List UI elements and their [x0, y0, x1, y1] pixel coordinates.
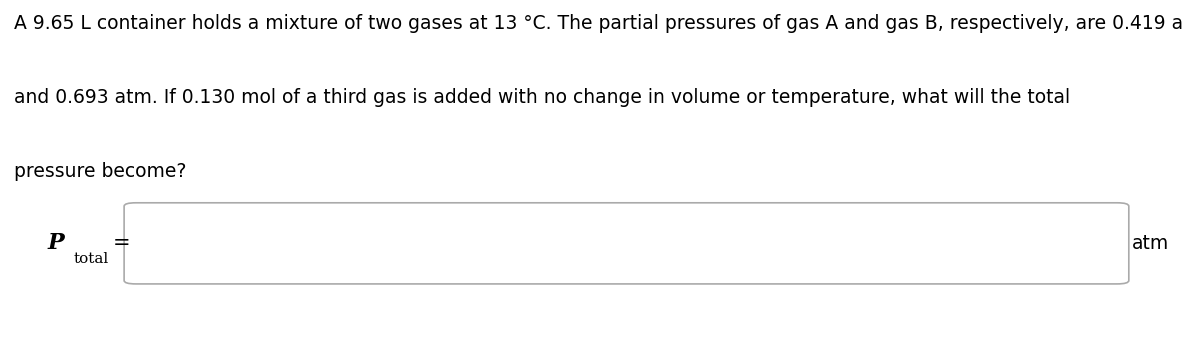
Text: total: total [73, 251, 109, 266]
FancyBboxPatch shape [124, 203, 1129, 284]
Text: and 0.693 atm. If 0.130 mol of a third gas is added with no change in volume or : and 0.693 atm. If 0.130 mol of a third g… [14, 88, 1071, 107]
Text: P: P [47, 232, 64, 255]
Text: atm: atm [1132, 234, 1170, 253]
Text: A 9.65 L container holds a mixture of two gases at 13 °C. The partial pressures : A 9.65 L container holds a mixture of tw… [14, 14, 1182, 32]
Text: =: = [112, 233, 130, 254]
Text: pressure become?: pressure become? [14, 162, 187, 181]
